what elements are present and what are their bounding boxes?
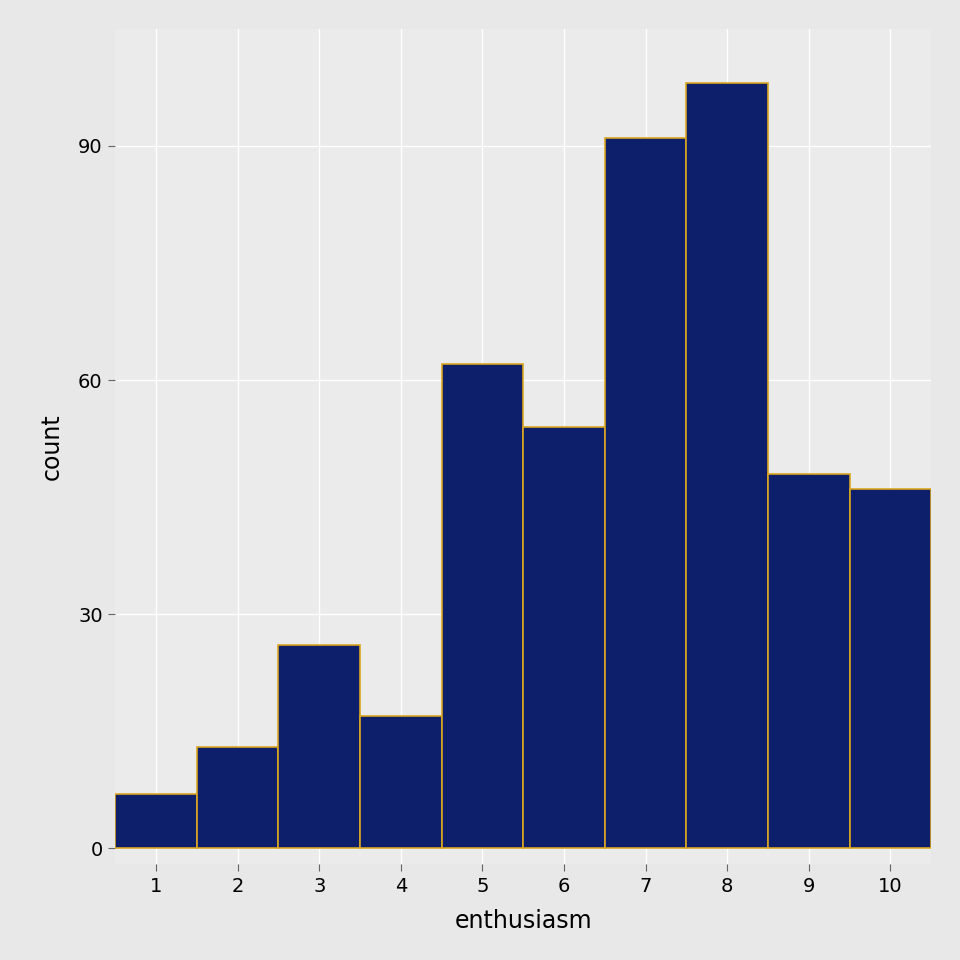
Bar xyxy=(197,747,278,849)
Y-axis label: count: count xyxy=(40,413,64,480)
Bar xyxy=(115,794,197,849)
Bar xyxy=(768,473,850,849)
Bar xyxy=(523,427,605,849)
Bar xyxy=(686,84,768,849)
Bar xyxy=(605,138,686,849)
X-axis label: enthusiasm: enthusiasm xyxy=(454,909,592,933)
Bar xyxy=(442,365,523,849)
Bar xyxy=(278,645,360,849)
Bar xyxy=(360,716,442,849)
Bar xyxy=(850,490,931,849)
